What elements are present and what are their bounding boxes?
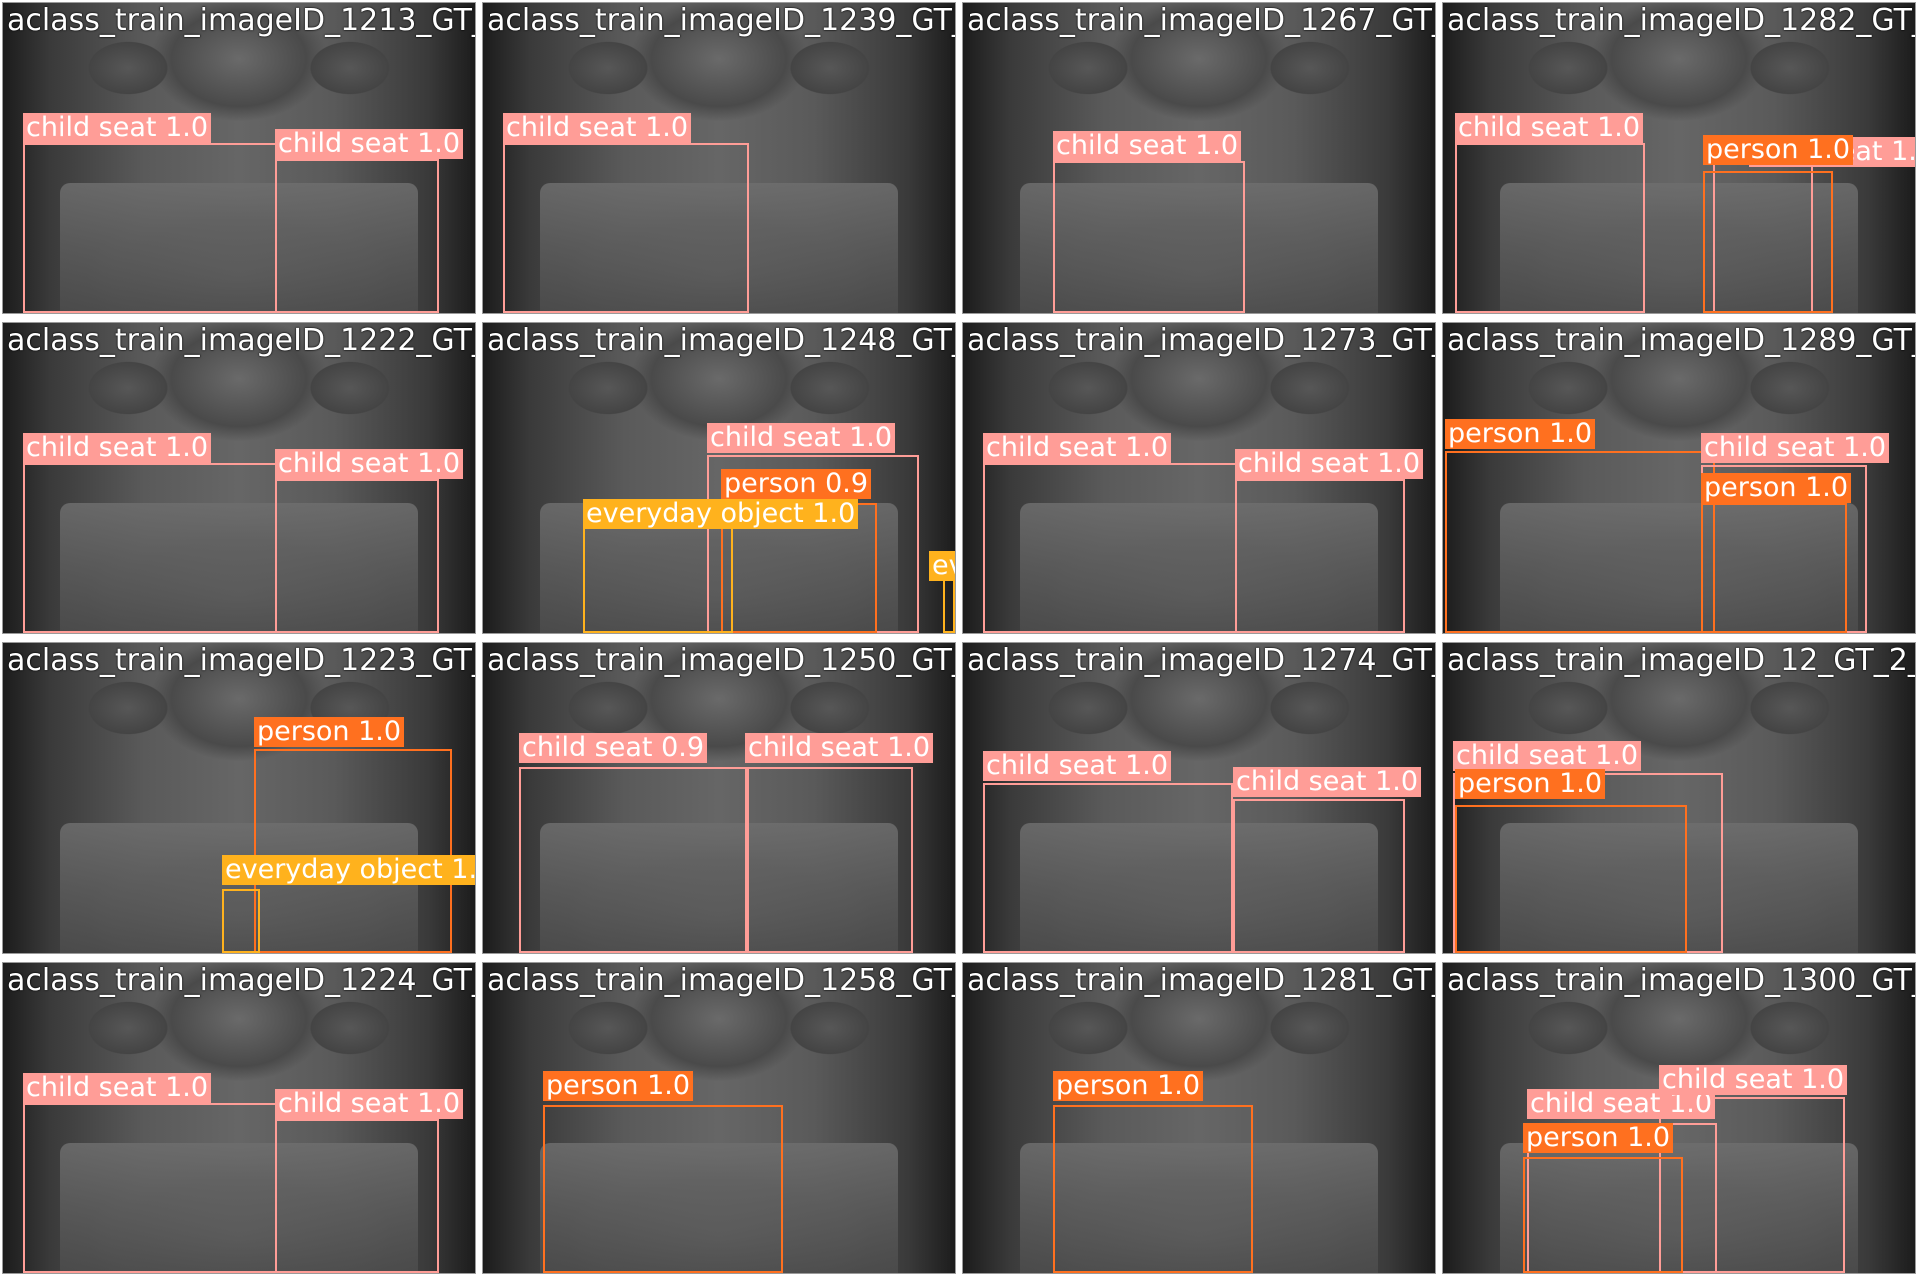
detection-label: child seat 1.0 <box>23 113 212 143</box>
tile-caption: aclass_train_imageID_1282_GT_ <box>1447 3 1916 38</box>
tile-caption: aclass_train_imageID_1222_GT_a_0.9.png <box>7 323 475 358</box>
detection-label: child seat 1.0 <box>745 733 934 763</box>
detection-label: child seat 1.0 <box>1453 741 1642 771</box>
tile-caption: aclass_train_imageID_1213_GT_0_0_0.png <box>7 3 475 38</box>
tile-caption: aclass_train_imageID_1273_GT_a_0.9.png <box>967 323 1435 358</box>
detection-label: person 1.0 <box>543 1071 694 1101</box>
detection-label: person 1.0 <box>1703 135 1854 165</box>
bounding-box-person <box>1455 805 1687 953</box>
bounding-box-child-seat <box>519 767 749 953</box>
image-tile: aclass_train_imageID_1274_GT_a_6.9.pngch… <box>962 642 1436 954</box>
bounding-box-child-seat <box>983 783 1233 953</box>
bounding-box-child-seat <box>23 1103 277 1273</box>
bounding-box-child-seat <box>275 1119 439 1273</box>
image-tile: aclass_train_imageID_1289_GT_person 1.0 c… <box>1442 322 1916 634</box>
detection-label: child seat 1.0 <box>1053 131 1242 161</box>
detection-label: child seat 1.0 <box>23 433 212 463</box>
tile-caption: aclass_train_imageID_1267_GT_a_0.0.png <box>967 3 1435 38</box>
image-tile: aclass_train_imageID_1250_GT_a_6.9.pngch… <box>482 642 956 954</box>
detection-label: everyday object 0.9 <box>929 551 955 581</box>
tile-caption: aclass_train_imageID_1223_GT_4_3_0.png <box>7 643 475 678</box>
detection-label: child seat 1.0 <box>23 1073 212 1103</box>
image-tile: aclass_train_imageID_1300_GT_child seat … <box>1442 962 1916 1274</box>
image-tile: aclass_train_imageID_1248_GT_4_2_4.pngch… <box>482 322 956 634</box>
detection-label: child seat 1.0 <box>1235 449 1424 479</box>
bounding-box-everyday-object <box>583 525 733 633</box>
bounding-box-person <box>1701 503 1847 633</box>
image-tile: aclass_train_imageID_1222_GT_a_0.9.pngch… <box>2 322 476 634</box>
detection-label: child seat 1.0 <box>707 423 896 453</box>
detection-label: person 0.9 <box>721 469 872 499</box>
bounding-box-child-seat <box>275 479 439 633</box>
bounding-box-person <box>1703 171 1833 313</box>
detection-label: person 1.0 <box>1053 1071 1204 1101</box>
bounding-box-child-seat <box>503 143 749 313</box>
detection-label: child seat 1.0 <box>983 433 1172 463</box>
image-tile: aclass_train_imageID_1224_GT_a_6.9.pngch… <box>2 962 476 1274</box>
bounding-box-person <box>1523 1157 1683 1273</box>
bounding-box-person <box>1053 1105 1253 1273</box>
image-tile: aclass_train_imageID_1213_GT_0_0_0.pngch… <box>2 2 476 314</box>
image-tile: aclass_train_imageID_1267_GT_a_0.0.pngch… <box>962 2 1436 314</box>
detection-label: child seat 1.0 <box>1233 767 1422 797</box>
image-tile: aclass_train_imageID_1273_GT_a_0.9.pngch… <box>962 322 1436 634</box>
image-tile: aclass_train_imageID_1281_GT_3_0.9.pngpe… <box>962 962 1436 1274</box>
bounding-box-child-seat <box>23 143 277 313</box>
bounding-box-child-seat <box>1235 479 1405 633</box>
detection-label: child seat 1.0 <box>1455 113 1644 143</box>
detection-label: person 1.0 <box>1523 1123 1674 1153</box>
image-tile: aclass_train_imageID_1239_GT_a_0.9.pngch… <box>482 2 956 314</box>
bounding-box-person <box>543 1105 783 1273</box>
detection-label: child seat 0.9 <box>519 733 708 763</box>
image-tile: aclass_train_imageID_1282_GT_child seat … <box>1442 2 1916 314</box>
bounding-box-child-seat <box>23 463 277 633</box>
tile-caption: aclass_train_imageID_1274_GT_a_6.9.png <box>967 643 1435 678</box>
detection-label: person 1.0 <box>254 717 405 747</box>
bounding-box-child-seat <box>983 463 1237 633</box>
bounding-box-person <box>254 749 452 953</box>
detection-label: everyday object 1.0 <box>222 855 475 885</box>
image-tile: aclass_train_imageID_12_GT_2_child seat … <box>1442 642 1916 954</box>
bounding-box-child-seat <box>1233 799 1405 953</box>
detection-label: person 1.0 <box>1701 473 1852 503</box>
tile-caption: aclass_train_imageID_1281_GT_3_0.9.png <box>967 963 1435 998</box>
bounding-box-child-seat <box>745 767 913 953</box>
detection-label: child seat 1.0 <box>503 113 692 143</box>
detection-label: child seat 1.0 <box>275 449 464 479</box>
detection-label: person 1.0 <box>1445 419 1596 449</box>
detection-label: child seat 1.0 <box>983 751 1172 781</box>
tile-caption: aclass_train_imageID_1258_GT_3_0.9.png <box>487 963 955 998</box>
tile-caption: aclass_train_imageID_1250_GT_a_6.9.png <box>487 643 955 678</box>
tile-caption: aclass_train_imageID_1300_GT_ <box>1447 963 1916 998</box>
bounding-box-child-seat <box>1053 161 1245 313</box>
bounding-box-child-seat <box>1455 143 1645 313</box>
detection-label: child seat 1.0 <box>275 1089 464 1119</box>
bounding-box-child-seat <box>275 159 439 313</box>
tile-caption: aclass_train_imageID_1289_GT_ <box>1447 323 1916 358</box>
detection-label: everyday object 1.0 <box>583 499 859 529</box>
detection-label: child seat 1.0 <box>1659 1065 1848 1095</box>
tile-caption: aclass_train_imageID_1248_GT_4_2_4.png <box>487 323 955 358</box>
detection-label: child seat 1.0 <box>275 129 464 159</box>
tile-caption: aclass_train_imageID_12_GT_2_ <box>1447 643 1916 678</box>
bounding-box-person <box>1445 451 1715 633</box>
bounding-box-everyday-object <box>222 889 260 953</box>
bounding-box-child-seat <box>1659 1097 1845 1273</box>
detection-label: person 1.0 <box>1455 769 1606 799</box>
image-tile: aclass_train_imageID_1223_GT_4_3_0.pngpe… <box>2 642 476 954</box>
image-tile: aclass_train_imageID_1258_GT_3_0.9.pngpe… <box>482 962 956 1274</box>
tile-caption: aclass_train_imageID_1239_GT_a_0.9.png <box>487 3 955 38</box>
tile-caption: aclass_train_imageID_1224_GT_a_6.9.png <box>7 963 475 998</box>
detection-label: child seat 1.0 <box>1701 433 1890 463</box>
